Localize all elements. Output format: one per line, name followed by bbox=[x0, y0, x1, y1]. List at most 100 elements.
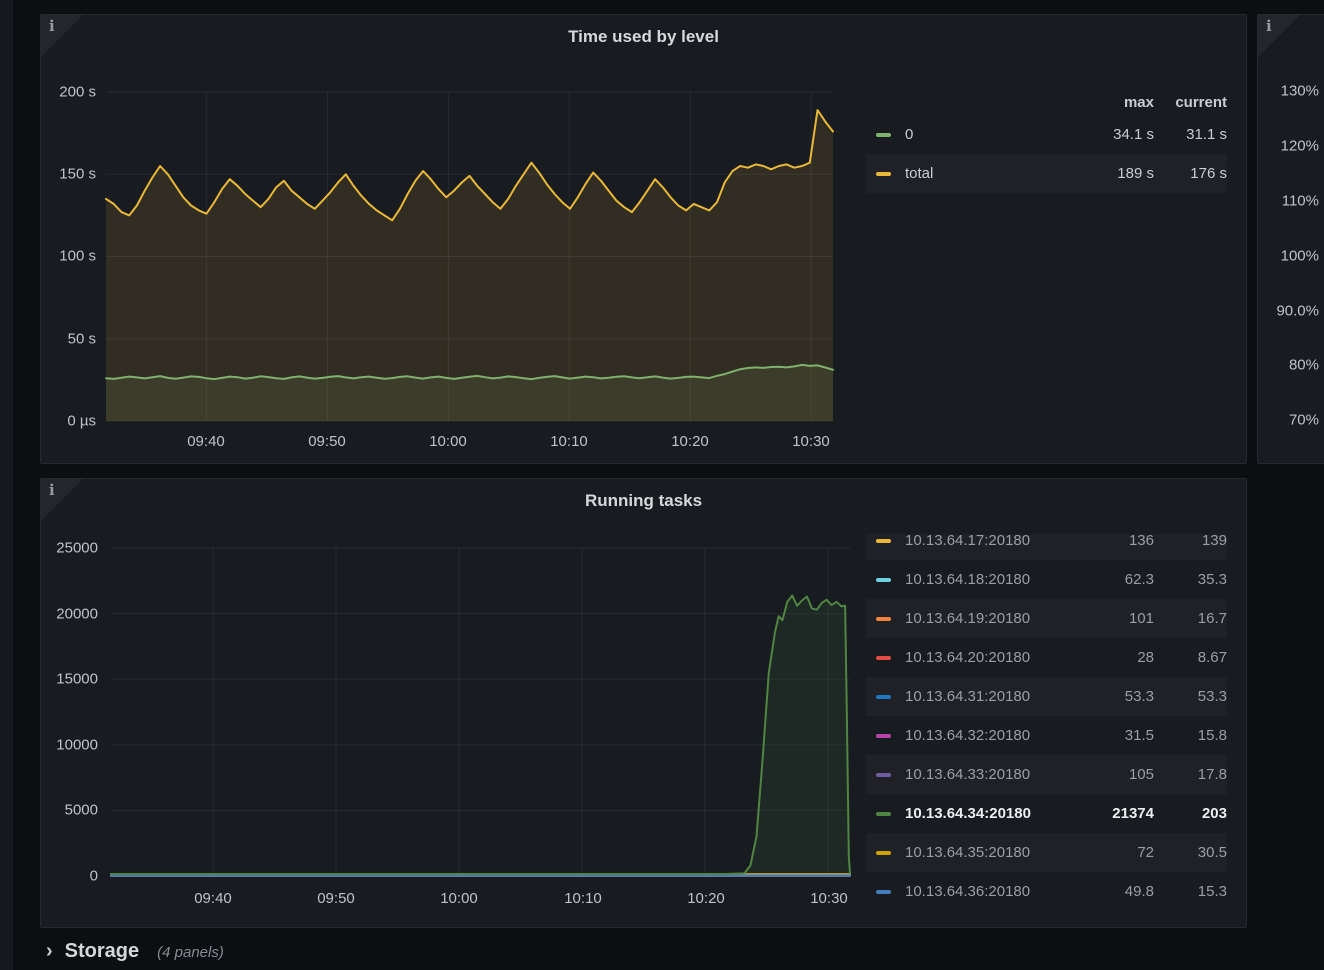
series-swatch bbox=[876, 132, 891, 137]
panel-right-partial: i 130% 120% 110% 100% 90.0% 80% 70% bbox=[1257, 14, 1324, 464]
series-max: 105 bbox=[1128, 766, 1154, 783]
series-max: 72 bbox=[1137, 844, 1154, 861]
x-axis-tick: 09:40 bbox=[187, 433, 225, 450]
series-swatch bbox=[876, 889, 891, 894]
series-max: 62.3 bbox=[1124, 571, 1154, 588]
y-axis-tick: 100% bbox=[1280, 247, 1319, 265]
series-current: 203 bbox=[1201, 805, 1227, 822]
y-axis-tick: 70% bbox=[1288, 411, 1319, 429]
legend-header: max current bbox=[866, 89, 1227, 115]
series-label: 10.13.64.33:20180 bbox=[905, 766, 1031, 783]
y-axis-tick: 130% bbox=[1280, 82, 1319, 100]
legend-sort-current[interactable]: current bbox=[1175, 93, 1227, 111]
series-swatch bbox=[876, 655, 891, 660]
legend-row[interactable]: 10.13.64.35:20180 72 30.5 bbox=[866, 833, 1227, 872]
time-series-chart-area[interactable] bbox=[105, 91, 834, 422]
series-label: 10.13.64.17:20180 bbox=[905, 534, 1031, 549]
series-current: 53.3 bbox=[1197, 688, 1227, 705]
time-series-chart-area[interactable] bbox=[110, 547, 851, 877]
series-swatch bbox=[876, 850, 891, 855]
y-axis-tick: 5000 bbox=[64, 801, 98, 819]
series-swatch bbox=[876, 538, 891, 543]
y-axis-tick: 20000 bbox=[56, 605, 98, 623]
series-current: 15.8 bbox=[1197, 727, 1227, 744]
panel-info-corner[interactable]: i bbox=[41, 15, 83, 57]
series-swatch bbox=[876, 577, 891, 582]
x-axis-tick: 09:50 bbox=[308, 433, 346, 450]
legend-row[interactable]: 10.13.64.17:20180 136 139 bbox=[866, 534, 1227, 560]
series-current: 17.8 bbox=[1197, 766, 1227, 783]
legend-row[interactable]: 10.13.64.18:20180 62.3 35.3 bbox=[866, 560, 1227, 599]
series-label: 10.13.64.36:20180 bbox=[905, 883, 1031, 900]
info-icon: i bbox=[49, 17, 55, 35]
legend-row[interactable]: 10.13.64.32:20180 31.5 15.8 bbox=[866, 716, 1227, 755]
series-max: 21374 bbox=[1112, 805, 1154, 822]
time-series-chart[interactable] bbox=[105, 91, 834, 422]
x-axis-tick: 10:10 bbox=[550, 433, 588, 450]
series-max: 136 bbox=[1128, 534, 1154, 549]
info-icon: i bbox=[1266, 17, 1272, 35]
row-title: Storage bbox=[64, 940, 140, 962]
series-label: total bbox=[905, 165, 934, 182]
row-storage[interactable]: › Storage (4 panels) bbox=[46, 940, 224, 963]
y-axis-tick: 200 s bbox=[59, 83, 96, 101]
y-axis-tick: 150 s bbox=[59, 165, 96, 183]
series-max: 28 bbox=[1137, 649, 1154, 666]
series-current: 15.3 bbox=[1197, 883, 1227, 900]
series-swatch bbox=[876, 733, 891, 738]
legend-row[interactable]: 0 34.1 s 31.1 s bbox=[866, 115, 1227, 154]
y-axis-tick: 110% bbox=[1281, 192, 1319, 210]
legend-row[interactable]: 10.13.64.33:20180 105 17.8 bbox=[866, 755, 1227, 794]
legend: max current 0 34.1 s 31.1 s total 189 s … bbox=[866, 89, 1227, 193]
info-icon: i bbox=[49, 481, 55, 499]
series-current: 176 s bbox=[1190, 165, 1227, 182]
series-label: 10.13.64.18:20180 bbox=[905, 571, 1031, 588]
chevron-right-icon: › bbox=[46, 940, 53, 962]
series-label: 10.13.64.34:20180 bbox=[905, 805, 1031, 822]
panel-time-used-by-level: i Time used by level 200 s 150 s 100 s 5… bbox=[40, 14, 1247, 464]
time-series-chart[interactable] bbox=[110, 547, 851, 877]
legend: 10.13.64.17:20180 136 139 10.13.64.18:20… bbox=[866, 534, 1227, 912]
panel-running-tasks: i Running tasks 25000 20000 15000 10000 … bbox=[40, 478, 1247, 928]
series-current: 30.5 bbox=[1197, 844, 1227, 861]
y-axis-tick: 0 µs bbox=[67, 412, 96, 430]
y-axis-tick: 80% bbox=[1288, 356, 1319, 374]
series-max: 31.5 bbox=[1124, 727, 1154, 744]
series-current: 31.1 s bbox=[1186, 126, 1227, 143]
panel-title[interactable]: Running tasks bbox=[584, 491, 703, 510]
x-axis-tick: 10:30 bbox=[792, 433, 830, 450]
series-swatch bbox=[876, 772, 891, 777]
panel-title[interactable]: Time used by level bbox=[568, 27, 719, 46]
x-axis-tick: 10:00 bbox=[429, 433, 467, 450]
series-swatch bbox=[876, 694, 891, 699]
series-current: 139 bbox=[1201, 534, 1227, 549]
series-swatch bbox=[876, 811, 891, 816]
legend-row[interactable]: 10.13.64.36:20180 49.8 15.3 bbox=[866, 872, 1227, 911]
x-axis-tick: 10:00 bbox=[440, 890, 478, 907]
x-axis-tick: 09:40 bbox=[194, 890, 232, 907]
legend-sort-max[interactable]: max bbox=[1123, 93, 1154, 111]
series-max: 189 s bbox=[1117, 165, 1154, 182]
y-axis-tick: 0 bbox=[89, 867, 98, 885]
legend-row[interactable]: 10.13.64.19:20180 101 16.7 bbox=[866, 599, 1227, 638]
legend-row-highlighted[interactable]: 10.13.64.34:20180 21374 203 bbox=[866, 794, 1227, 833]
series-max: 53.3 bbox=[1124, 688, 1154, 705]
series-label: 10.13.64.35:20180 bbox=[905, 844, 1031, 861]
y-axis-tick: 120% bbox=[1280, 137, 1319, 155]
panel-info-corner[interactable]: i bbox=[41, 479, 83, 521]
series-current: 35.3 bbox=[1197, 571, 1227, 588]
legend-row[interactable]: total 189 s 176 s bbox=[866, 154, 1227, 193]
y-axis-tick: 90.0% bbox=[1276, 302, 1319, 320]
panel-info-corner[interactable]: i bbox=[1258, 15, 1300, 57]
y-axis-tick: 50 s bbox=[67, 330, 96, 348]
left-edge-strip bbox=[0, 0, 13, 970]
legend-row[interactable]: 10.13.64.31:20180 53.3 53.3 bbox=[866, 677, 1227, 716]
y-axis-tick: 25000 bbox=[56, 539, 98, 557]
x-axis-tick: 09:50 bbox=[317, 890, 355, 907]
legend-row[interactable]: 10.13.64.20:20180 28 8.67 bbox=[866, 638, 1227, 677]
x-axis-tick: 10:20 bbox=[671, 433, 709, 450]
row-panel-count: (4 panels) bbox=[157, 944, 224, 961]
x-axis-tick: 10:20 bbox=[687, 890, 725, 907]
series-label: 10.13.64.32:20180 bbox=[905, 727, 1031, 744]
series-label: 10.13.64.19:20180 bbox=[905, 610, 1031, 627]
